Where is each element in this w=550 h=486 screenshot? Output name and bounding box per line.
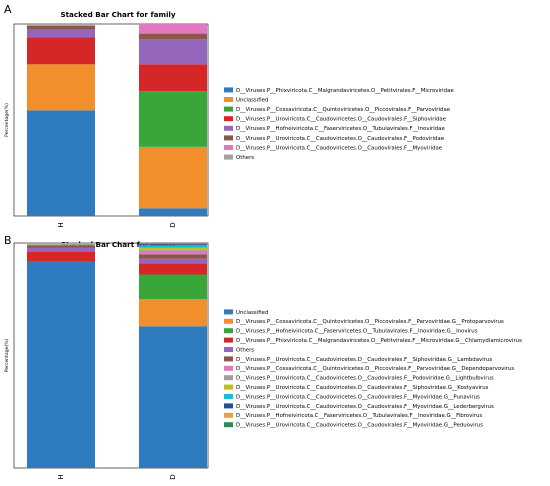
- legend-label: D__Viruses.P__Hofneiviricota.C__Faservir…: [236, 413, 482, 419]
- panel-a: A Stacked Bar Chart for family Percentage(…: [4, 3, 454, 228]
- legend-swatch: [224, 116, 233, 122]
- plot-frame: [13, 23, 209, 217]
- legend-label: D__Viruses.P__Uroviricota.C__Caudovirice…: [236, 394, 480, 400]
- legend-swatch: [224, 394, 233, 399]
- legend-label: D__Viruses.P__Uroviricota.C__Caudovirice…: [236, 404, 494, 410]
- bar-segment-h-3: [27, 37, 95, 65]
- bar-segment-d-5: [139, 254, 207, 259]
- panel-b: B Stacked Bar Chart for genus Percentage(%…: [4, 234, 522, 480]
- legend-label: Others: [236, 155, 254, 161]
- bar-segment-d-4: [139, 258, 207, 264]
- legend-swatch: [224, 375, 233, 381]
- bar-segment-d-5: [139, 33, 207, 40]
- legend-swatch: [224, 309, 233, 315]
- legend-label: D__Viruses.P__Hofneiviricota.C__Faservir…: [236, 329, 478, 335]
- bar-segment-h-5: [27, 25, 95, 30]
- legend-swatch: [224, 365, 233, 371]
- legend-label: D__Viruses.P__Phixviricota.C__Malgrandav…: [236, 88, 454, 94]
- bar-segment-d-1: [139, 146, 207, 209]
- legend-swatch: [224, 384, 233, 390]
- legend-swatch: [224, 403, 233, 409]
- legend-label: D__Viruses.P__Cossaviricota.C__Quintovir…: [236, 366, 514, 372]
- plot-frame: [13, 242, 209, 469]
- x-tick-label: D: [169, 222, 177, 227]
- legend-label: D__Viruses.P__Hofneiviricota.C__Faservir…: [236, 126, 445, 132]
- bar-segment-h-3: [27, 252, 95, 261]
- x-tick-label: D: [169, 474, 177, 479]
- bar-segment-h-7: [27, 24, 95, 25]
- legend-label: D__Viruses.P__Cossaviricota.C__Quintovir…: [236, 107, 451, 113]
- bar-segment-h-6: [27, 24, 95, 26]
- x-tick-label: H: [57, 474, 65, 479]
- bar-segment-h-0: [27, 261, 95, 468]
- legend-label: D__Viruses.P__Phixviricota.C__Malgrandav…: [236, 338, 522, 344]
- bar-segment-d-4: [139, 39, 207, 65]
- legend-label: D__Viruses.P__Uroviricota.C__Caudovirice…: [236, 145, 443, 151]
- legend-label: D__Viruses.P__Uroviricota.C__Caudovirice…: [236, 357, 492, 363]
- bar-segment-d-3: [139, 64, 207, 92]
- legend-label: D__Viruses.P__Uroviricota.C__Caudovirice…: [236, 385, 489, 391]
- bar-segment-d-10: [139, 244, 207, 246]
- bar-segment-d-8: [139, 247, 207, 250]
- legend-label: Unclassified: [236, 97, 268, 103]
- bar-segment-d-3: [139, 263, 207, 275]
- legend-label: Others: [236, 347, 254, 353]
- bar-segment-h-0: [27, 110, 95, 216]
- bar-segment-d-0: [139, 208, 207, 216]
- legend-swatch: [224, 318, 233, 324]
- legend-label: D__Viruses.P__Uroviricota.C__Caudovirice…: [236, 423, 483, 429]
- y-axis-label: Percentage(%): [4, 338, 10, 372]
- panel-letter: A: [4, 3, 12, 16]
- bar-segment-d-0: [139, 326, 207, 468]
- legend-swatch: [224, 412, 233, 418]
- legend-label: D__Viruses.P__Uroviricota.C__Caudovirice…: [236, 136, 445, 142]
- legend-swatch: [224, 356, 233, 362]
- legend: Unclassified D__Viruses.P__Cossaviricota.…: [224, 309, 522, 429]
- panel-letter: B: [4, 234, 12, 247]
- bar-segment-d-1: [139, 299, 207, 327]
- legend-swatch: [224, 135, 233, 141]
- bar-segment-d-9: [139, 245, 207, 248]
- legend-swatch: [224, 347, 233, 352]
- y-axis-label: Percentage(%): [4, 103, 10, 137]
- bar-segment-d-11: [139, 243, 207, 245]
- legend-label: Unclassified: [236, 310, 268, 316]
- x-tick-label: H: [57, 222, 65, 227]
- bar-segment-d-6: [139, 24, 207, 34]
- legend-swatch: [224, 97, 233, 102]
- bar-segment-d-7: [139, 249, 207, 252]
- bar-segment-d-6: [139, 252, 207, 255]
- bar-segment-h-8: [27, 243, 95, 245]
- legend-label: D__Viruses.P__Uroviricota.C__Caudovirice…: [236, 376, 494, 382]
- bar-segment-h-7: [27, 244, 95, 246]
- legend-swatch: [224, 154, 233, 160]
- chart-title: Stacked Bar Chart for genus: [61, 240, 176, 249]
- legend-label: D__Viruses.P__Cossaviricota.C__Quintovir…: [236, 319, 504, 325]
- bar-segment-h-4: [27, 247, 95, 252]
- legend-swatch: [224, 87, 233, 93]
- legend-swatch: [224, 422, 233, 428]
- bar-segment-d-2: [139, 91, 207, 147]
- legend-swatch: [224, 106, 233, 112]
- legend-swatch: [224, 337, 233, 343]
- legend-swatch: [224, 328, 233, 334]
- legend-swatch: [224, 125, 233, 131]
- bar-segment-h-5: [27, 245, 95, 248]
- legend-swatch: [224, 145, 233, 150]
- bar-segment-d-2: [139, 274, 207, 300]
- legend: D__Viruses.P__Phixviricota.C__Malgrandav…: [224, 87, 454, 161]
- bar-segment-h-1: [27, 64, 95, 111]
- chart-title: Stacked Bar Chart for family: [60, 10, 175, 19]
- legend-label: D__Viruses.P__Uroviricota.C__Caudovirice…: [236, 117, 447, 123]
- bar-segment-h-4: [27, 29, 95, 38]
